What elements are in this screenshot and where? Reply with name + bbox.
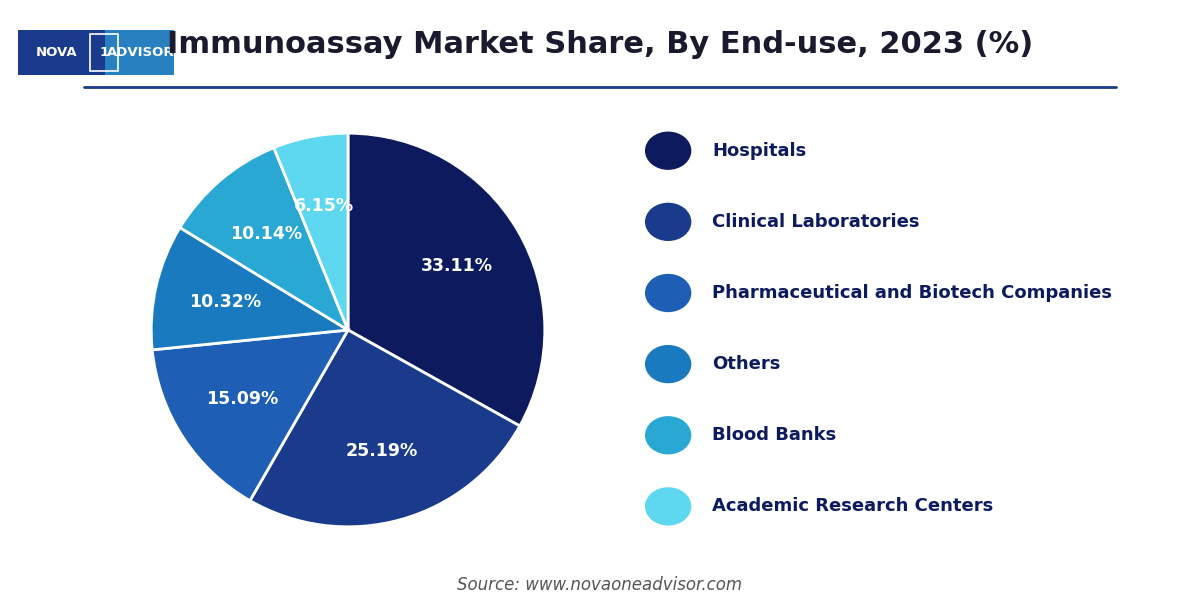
- Text: Pharmaceutical and Biotech Companies: Pharmaceutical and Biotech Companies: [713, 284, 1112, 302]
- Text: Blood Banks: Blood Banks: [713, 426, 836, 444]
- Text: 33.11%: 33.11%: [421, 257, 493, 275]
- Text: 10.14%: 10.14%: [230, 225, 302, 243]
- Text: ADVISOR: ADVISOR: [108, 46, 175, 59]
- Circle shape: [644, 487, 691, 526]
- Circle shape: [644, 131, 691, 170]
- Text: 15.09%: 15.09%: [206, 389, 278, 407]
- Wedge shape: [250, 330, 520, 527]
- Circle shape: [644, 203, 691, 241]
- FancyBboxPatch shape: [106, 30, 174, 75]
- Wedge shape: [348, 133, 545, 426]
- FancyBboxPatch shape: [18, 30, 106, 75]
- Text: Others: Others: [713, 355, 781, 373]
- Text: Immunoassay Market Share, By End-use, 2023 (%): Immunoassay Market Share, By End-use, 20…: [167, 30, 1033, 59]
- Circle shape: [644, 274, 691, 312]
- Text: Hospitals: Hospitals: [713, 142, 806, 160]
- Text: NOVA: NOVA: [36, 46, 78, 59]
- Wedge shape: [274, 133, 348, 330]
- Circle shape: [644, 345, 691, 383]
- Text: 6.15%: 6.15%: [294, 197, 354, 215]
- Circle shape: [644, 416, 691, 454]
- Wedge shape: [180, 148, 348, 330]
- Text: Source: www.novaoneadvisor.com: Source: www.novaoneadvisor.com: [457, 576, 743, 594]
- Text: Clinical Laboratories: Clinical Laboratories: [713, 213, 920, 231]
- Wedge shape: [152, 330, 348, 500]
- Text: Academic Research Centers: Academic Research Centers: [713, 497, 994, 515]
- Text: 1: 1: [100, 46, 108, 59]
- Wedge shape: [151, 227, 348, 350]
- Text: 25.19%: 25.19%: [346, 442, 418, 460]
- Text: 10.32%: 10.32%: [190, 293, 262, 311]
